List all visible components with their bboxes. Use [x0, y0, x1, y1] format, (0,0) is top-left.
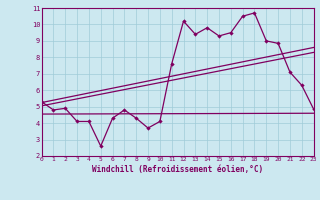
X-axis label: Windchill (Refroidissement éolien,°C): Windchill (Refroidissement éolien,°C) — [92, 165, 263, 174]
